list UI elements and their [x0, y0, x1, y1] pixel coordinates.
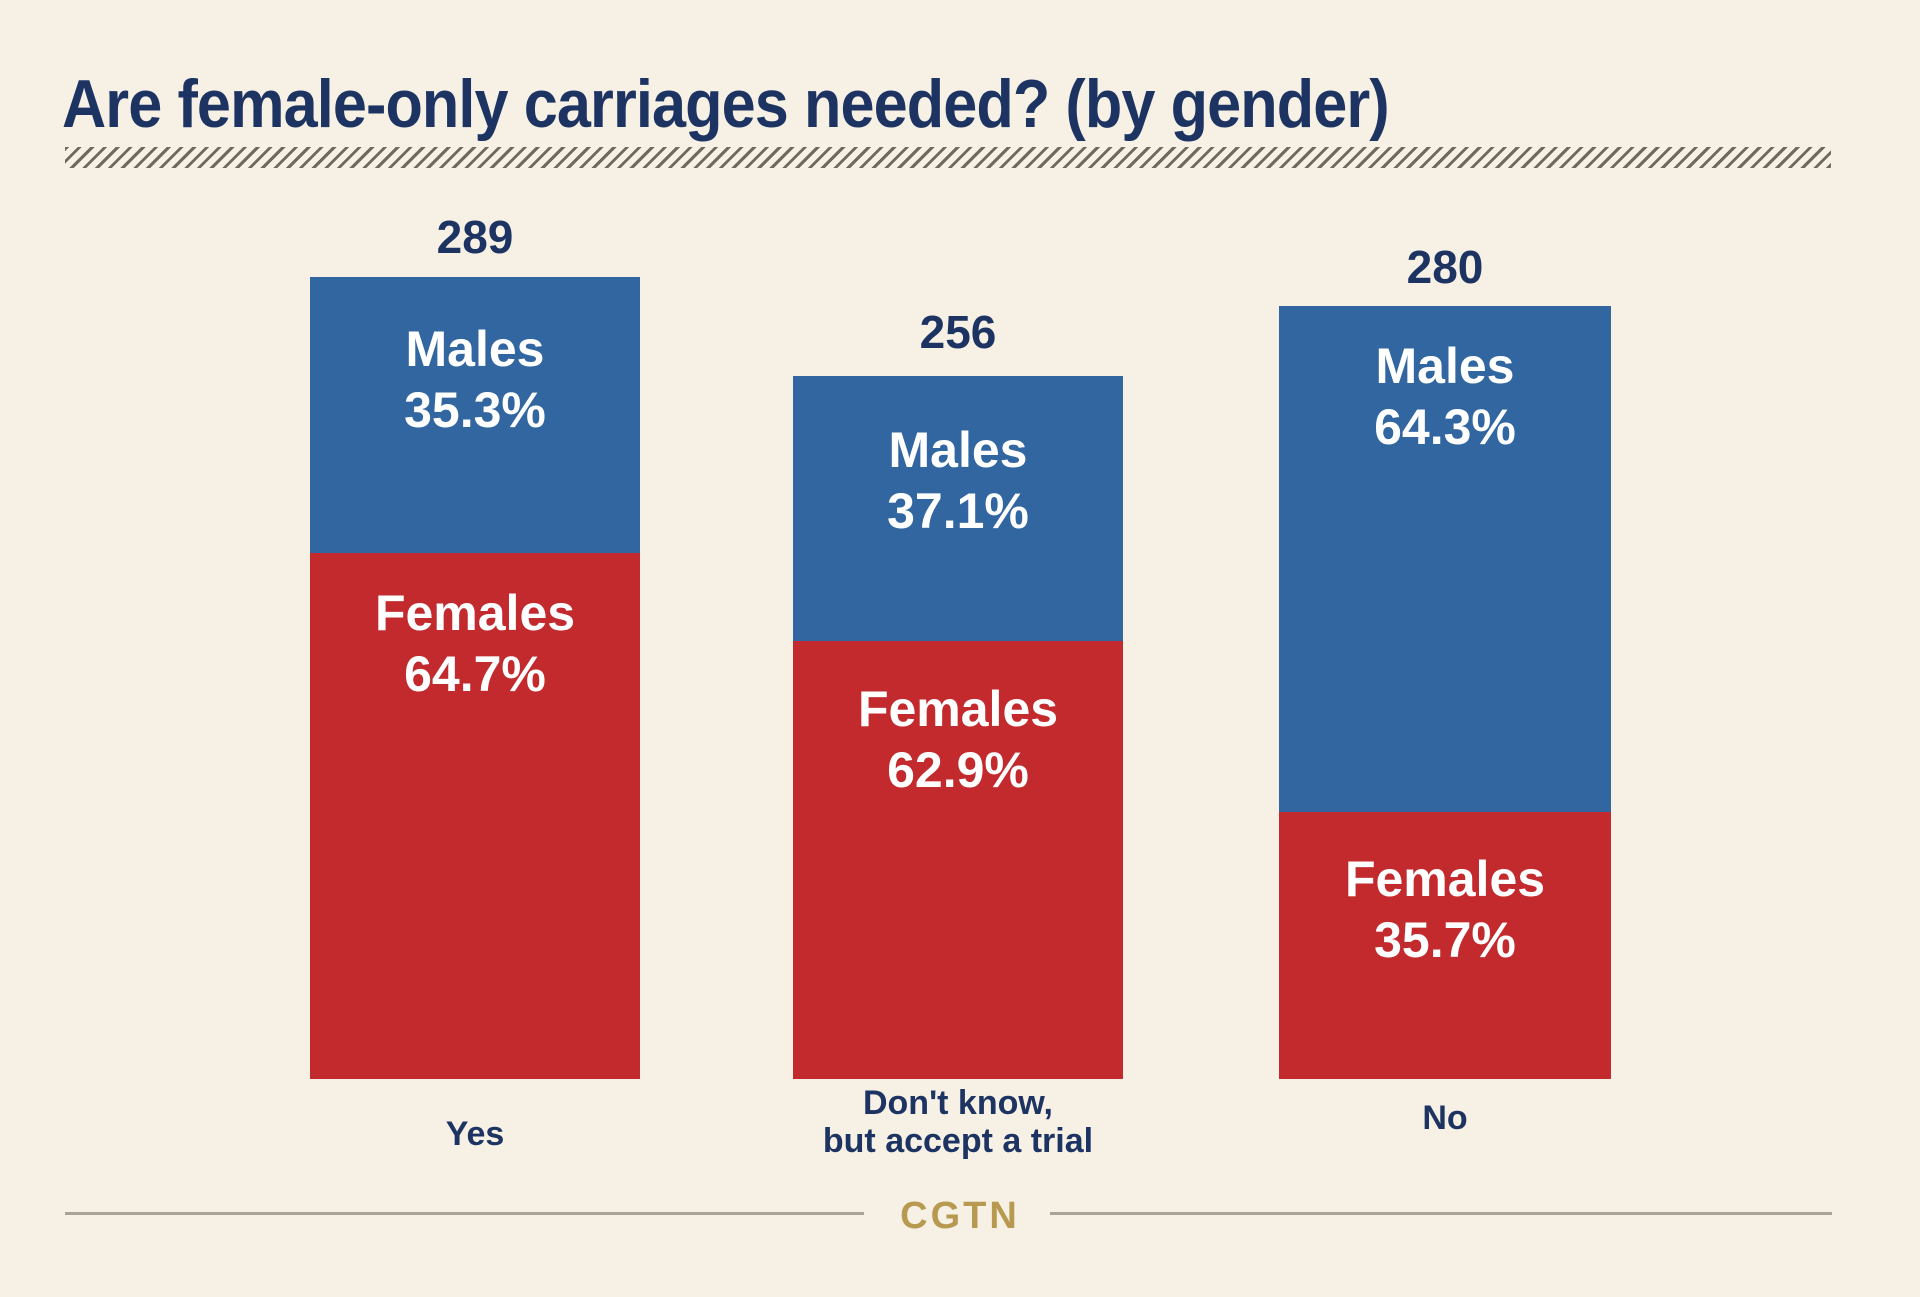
- footer-rule-left: [65, 1212, 864, 1215]
- series-name: Males: [1375, 338, 1515, 394]
- series-percent: 35.7%: [1374, 912, 1516, 968]
- females-segment-label-dont-know: Females 62.9%: [793, 679, 1123, 801]
- females-segment-yes: [310, 553, 640, 1079]
- males-segment-label-yes: Males 35.3%: [310, 319, 640, 441]
- males-segment-label-no: Males 64.3%: [1279, 336, 1611, 458]
- series-percent: 64.3%: [1374, 399, 1516, 455]
- footer-rule-right: [1050, 1212, 1832, 1215]
- males-segment-dont-know: [793, 376, 1123, 641]
- hatched-divider: [65, 147, 1831, 168]
- series-percent: 64.7%: [404, 646, 546, 702]
- series-percent: 62.9%: [887, 742, 1029, 798]
- females-segment-no: [1279, 812, 1611, 1079]
- category-label-yes: Yes: [445, 1115, 505, 1153]
- females-segment-dont-know: [793, 641, 1123, 1079]
- bar-total-dont-know: 256: [919, 306, 997, 358]
- females-segment-label-yes: Females 64.7%: [310, 583, 640, 705]
- category-label-dont-know: Don't know, but accept a trial: [748, 1084, 1168, 1160]
- series-name: Males: [405, 321, 545, 377]
- series-name: Females: [857, 681, 1059, 737]
- bar-total-yes: 289: [436, 211, 514, 263]
- category-line-1: Don't know,: [862, 1084, 1054, 1122]
- series-name: Females: [1344, 851, 1546, 907]
- males-segment-yes: [310, 277, 640, 553]
- series-percent: 35.3%: [404, 382, 546, 438]
- brand-logo: CGTN: [900, 1195, 1020, 1237]
- males-segment-label-dont-know: Males 37.1%: [793, 420, 1123, 542]
- series-name: Males: [888, 422, 1028, 478]
- series-name: Females: [374, 585, 576, 641]
- category-label-no: No: [1422, 1099, 1468, 1137]
- page-title: Are female-only carriages needed? (by ge…: [62, 66, 1390, 142]
- series-percent: 37.1%: [887, 483, 1029, 539]
- females-segment-label-no: Females 35.7%: [1279, 849, 1611, 971]
- males-segment-no: [1279, 306, 1611, 812]
- bar-total-no: 280: [1406, 241, 1484, 293]
- category-line-2: but accept a trial: [822, 1122, 1094, 1160]
